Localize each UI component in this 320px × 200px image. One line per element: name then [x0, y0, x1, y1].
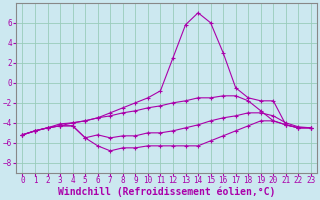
- X-axis label: Windchill (Refroidissement éolien,°C): Windchill (Refroidissement éolien,°C): [58, 187, 276, 197]
